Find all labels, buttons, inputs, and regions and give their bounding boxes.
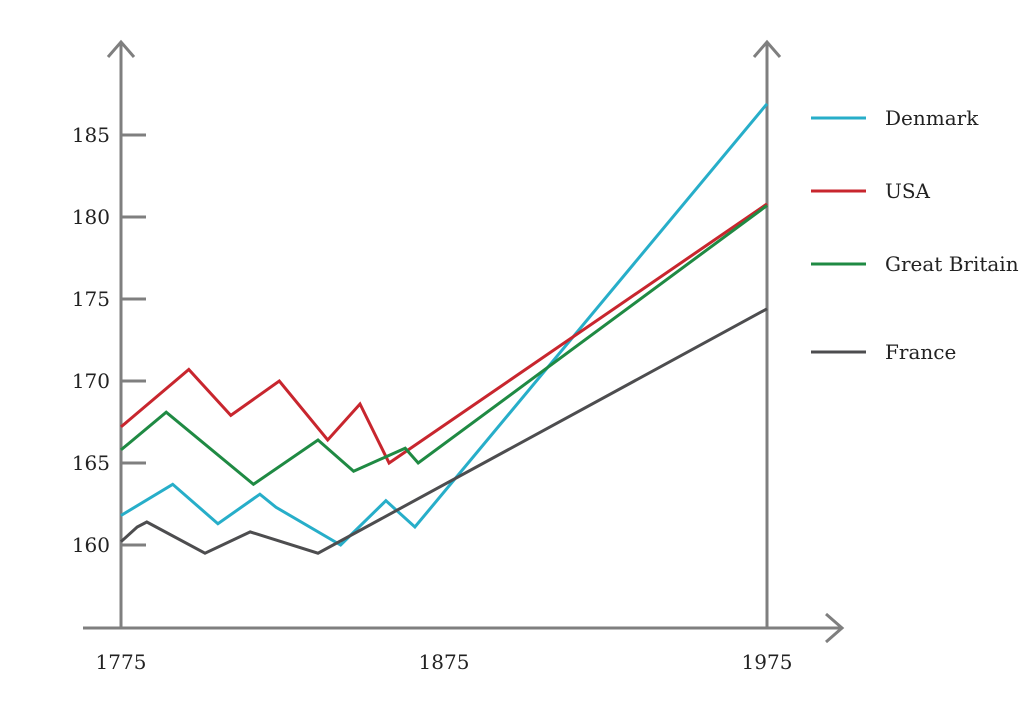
y-tick-label: 185 bbox=[72, 123, 110, 147]
x-tick-label: 1975 bbox=[742, 650, 793, 674]
y-tick-label: 165 bbox=[72, 451, 110, 475]
legend-label-france: France bbox=[885, 340, 956, 364]
x-tick-label: 1775 bbox=[96, 650, 147, 674]
series-lines bbox=[119, 102, 769, 555]
legend: Denmark USA Great Britain France bbox=[811, 106, 1019, 364]
axes bbox=[83, 39, 845, 644]
series-line-france bbox=[119, 307, 768, 555]
y-tick-label: 175 bbox=[72, 287, 110, 311]
y-tick-label: 160 bbox=[72, 533, 110, 557]
legend-label-great-britain: Great Britain bbox=[885, 252, 1019, 276]
series-line-usa bbox=[120, 202, 768, 466]
y-tick-label: 170 bbox=[72, 369, 110, 393]
x-tick-label: 1875 bbox=[419, 650, 470, 674]
legend-label-usa: USA bbox=[885, 179, 931, 203]
y-tick-label: 180 bbox=[72, 205, 110, 229]
x-ticks: 1775 1875 1975 bbox=[96, 650, 793, 674]
legend-label-denmark: Denmark bbox=[885, 106, 979, 130]
right-y-axis-arrow-icon bbox=[752, 39, 782, 58]
x-axis-arrow-icon bbox=[825, 612, 845, 644]
series-line-great-britain bbox=[120, 204, 768, 487]
left-y-axis-arrow-icon bbox=[106, 39, 136, 58]
y-ticks: 160 165 170 175 180 185 bbox=[72, 123, 146, 557]
series-line-denmark bbox=[120, 102, 769, 547]
